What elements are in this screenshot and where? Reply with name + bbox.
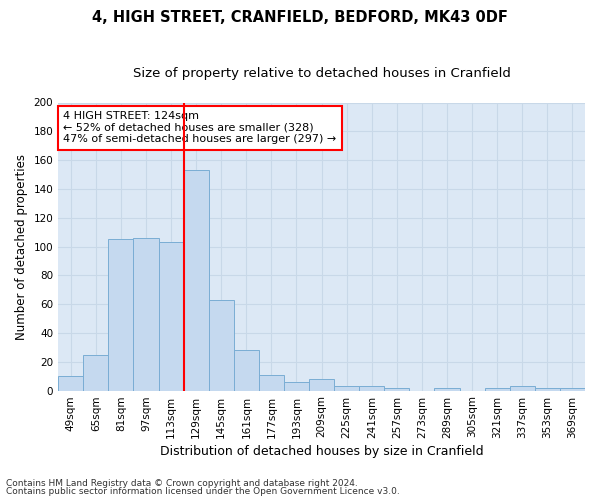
Bar bbox=[385, 388, 409, 390]
Text: Contains HM Land Registry data © Crown copyright and database right 2024.: Contains HM Land Registry data © Crown c… bbox=[6, 478, 358, 488]
Bar bbox=[234, 350, 259, 391]
Text: 4, HIGH STREET, CRANFIELD, BEDFORD, MK43 0DF: 4, HIGH STREET, CRANFIELD, BEDFORD, MK43… bbox=[92, 10, 508, 25]
Title: Size of property relative to detached houses in Cranfield: Size of property relative to detached ho… bbox=[133, 68, 511, 80]
Bar bbox=[535, 388, 560, 390]
Text: Contains public sector information licensed under the Open Government Licence v3: Contains public sector information licen… bbox=[6, 487, 400, 496]
X-axis label: Distribution of detached houses by size in Cranfield: Distribution of detached houses by size … bbox=[160, 444, 484, 458]
Bar bbox=[309, 379, 334, 390]
Bar bbox=[359, 386, 385, 390]
Bar bbox=[58, 376, 83, 390]
Bar bbox=[259, 374, 284, 390]
Bar bbox=[184, 170, 209, 390]
Bar bbox=[109, 240, 133, 390]
Bar bbox=[284, 382, 309, 390]
Bar bbox=[158, 242, 184, 390]
Bar bbox=[434, 388, 460, 390]
Y-axis label: Number of detached properties: Number of detached properties bbox=[15, 154, 28, 340]
Bar bbox=[209, 300, 234, 390]
Bar bbox=[510, 386, 535, 390]
Bar bbox=[83, 354, 109, 390]
Text: 4 HIGH STREET: 124sqm
← 52% of detached houses are smaller (328)
47% of semi-det: 4 HIGH STREET: 124sqm ← 52% of detached … bbox=[64, 111, 337, 144]
Bar bbox=[334, 386, 359, 390]
Bar bbox=[560, 388, 585, 390]
Bar bbox=[133, 238, 158, 390]
Bar bbox=[485, 388, 510, 390]
